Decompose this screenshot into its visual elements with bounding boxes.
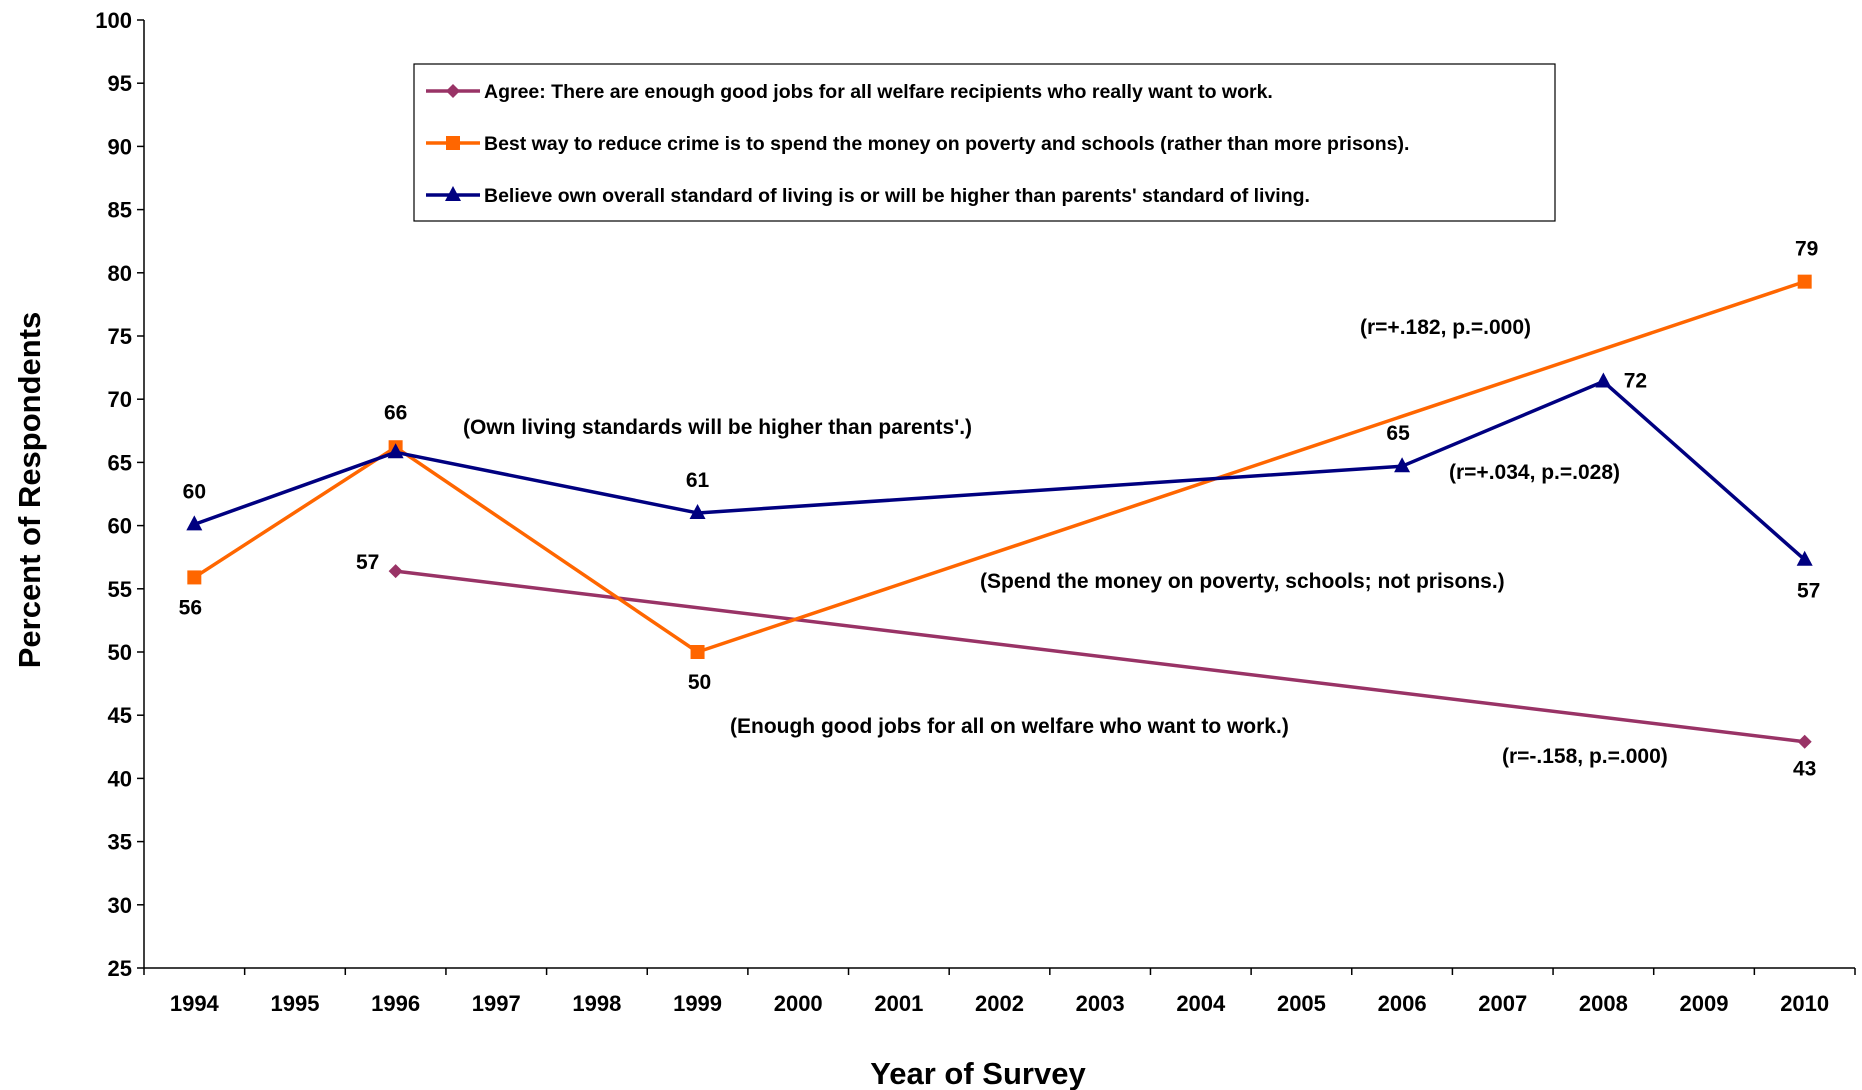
annotation-good-jobs: (Enough good jobs for all on welfare who… xyxy=(730,715,1289,738)
data-label: 66 xyxy=(384,401,407,424)
annotation-own-living-standards: (Own living standards will be higher tha… xyxy=(463,416,972,439)
y-tick-label: 95 xyxy=(108,71,132,96)
axes: 25 30 35 40 45 50 55 60 65 70 75 80 85 90 95 100 1994 199… xyxy=(95,8,1856,1016)
x-tick-label: 2008 xyxy=(1579,991,1628,1016)
legend-label: Believe own overall standard of living i… xyxy=(484,185,1310,207)
y-tick-label: 40 xyxy=(108,766,132,791)
legend-marker xyxy=(446,136,460,150)
x-tick-label: 1994 xyxy=(170,991,220,1016)
x-tick-label: 1995 xyxy=(270,991,319,1016)
legend-marker xyxy=(445,186,461,201)
x-tick-label: 1998 xyxy=(572,991,621,1016)
x-axis-title: Year of Survey xyxy=(870,1056,1086,1090)
legend-box xyxy=(413,63,1556,222)
y-tick-label: 30 xyxy=(108,893,132,918)
annotation-r-living: (r=+.034, p.=.028) xyxy=(1449,461,1620,484)
legend: Agree: There are enough good jobs for al… xyxy=(413,63,1556,222)
x-tick-label: 2001 xyxy=(874,991,923,1016)
annotations: (Own living standards will be higher tha… xyxy=(463,316,1668,768)
y-tick-label: 35 xyxy=(108,830,132,855)
y-axis-title: Percent of Respondents xyxy=(12,312,47,669)
y-tick-label: 70 xyxy=(108,387,132,412)
data-point xyxy=(388,564,403,579)
data-point xyxy=(186,515,203,531)
data-label: 61 xyxy=(686,469,710,492)
data-label: 60 xyxy=(183,480,206,503)
data-point xyxy=(1796,550,1813,566)
y-tick-label: 50 xyxy=(108,640,132,665)
legend-marker xyxy=(446,84,460,98)
x-tick-label: 2006 xyxy=(1378,991,1427,1016)
y-tick-label: 55 xyxy=(108,577,132,602)
annotation-r-crime: (r=+.182, p.=.000) xyxy=(1360,316,1531,339)
data-label: 72 xyxy=(1624,370,1647,393)
y-tick-label: 25 xyxy=(108,956,132,981)
y-tick-label: 100 xyxy=(95,8,132,33)
data-point xyxy=(1797,734,1812,749)
data-point xyxy=(689,503,706,519)
series-group xyxy=(186,372,1813,566)
y-tick-label: 65 xyxy=(108,450,132,475)
data-label: 79 xyxy=(1795,238,1818,261)
x-tick-label: 2009 xyxy=(1680,991,1729,1016)
x-tick-label: 1997 xyxy=(472,991,521,1016)
series-line xyxy=(193,379,1806,562)
x-tick-label: 1999 xyxy=(673,991,722,1016)
data-label: 65 xyxy=(1386,422,1410,445)
data-labels: 57 43 56 50 79 60 66 61 65 72 57 xyxy=(179,238,1821,781)
data-point xyxy=(1595,372,1612,388)
series-line xyxy=(395,569,1805,744)
y-tick-label: 85 xyxy=(108,198,132,223)
legend-label: Agree: There are enough good jobs for al… xyxy=(484,81,1273,103)
data-point xyxy=(690,645,705,659)
data-point xyxy=(1797,274,1812,289)
series-line xyxy=(193,279,1806,654)
data-point xyxy=(187,570,202,585)
y-tick-label: 60 xyxy=(108,514,132,539)
data-label: 57 xyxy=(1797,580,1820,603)
data-label: 56 xyxy=(179,596,202,619)
data-point xyxy=(387,443,404,459)
x-tick-label: 2002 xyxy=(975,991,1024,1016)
y-tick-label: 80 xyxy=(108,261,132,286)
series-layer xyxy=(186,274,1813,749)
y-tick-label: 45 xyxy=(108,703,132,728)
x-tick-label: 2000 xyxy=(774,991,823,1016)
x-tick-label: 2004 xyxy=(1176,991,1226,1016)
x-tick-label: 2007 xyxy=(1478,991,1527,1016)
annotation-spend-money: (Spend the money on poverty, schools; no… xyxy=(980,570,1505,593)
data-label: 50 xyxy=(688,671,711,694)
series-group xyxy=(388,564,1812,749)
data-point xyxy=(1394,457,1411,473)
data-label: 43 xyxy=(1793,758,1816,781)
y-tick-label: 75 xyxy=(108,324,132,349)
legend-label: Best way to reduce crime is to spend the… xyxy=(484,133,1409,155)
x-tick-label: 2003 xyxy=(1076,991,1125,1016)
x-tick-label: 2010 xyxy=(1780,991,1829,1016)
data-label: 57 xyxy=(356,551,379,574)
annotation-r-jobs: (r=-.158, p.=.000) xyxy=(1502,745,1668,768)
x-tick-label: 1996 xyxy=(371,991,420,1016)
y-tick-label: 90 xyxy=(108,134,132,159)
x-tick-label: 2005 xyxy=(1277,991,1326,1016)
